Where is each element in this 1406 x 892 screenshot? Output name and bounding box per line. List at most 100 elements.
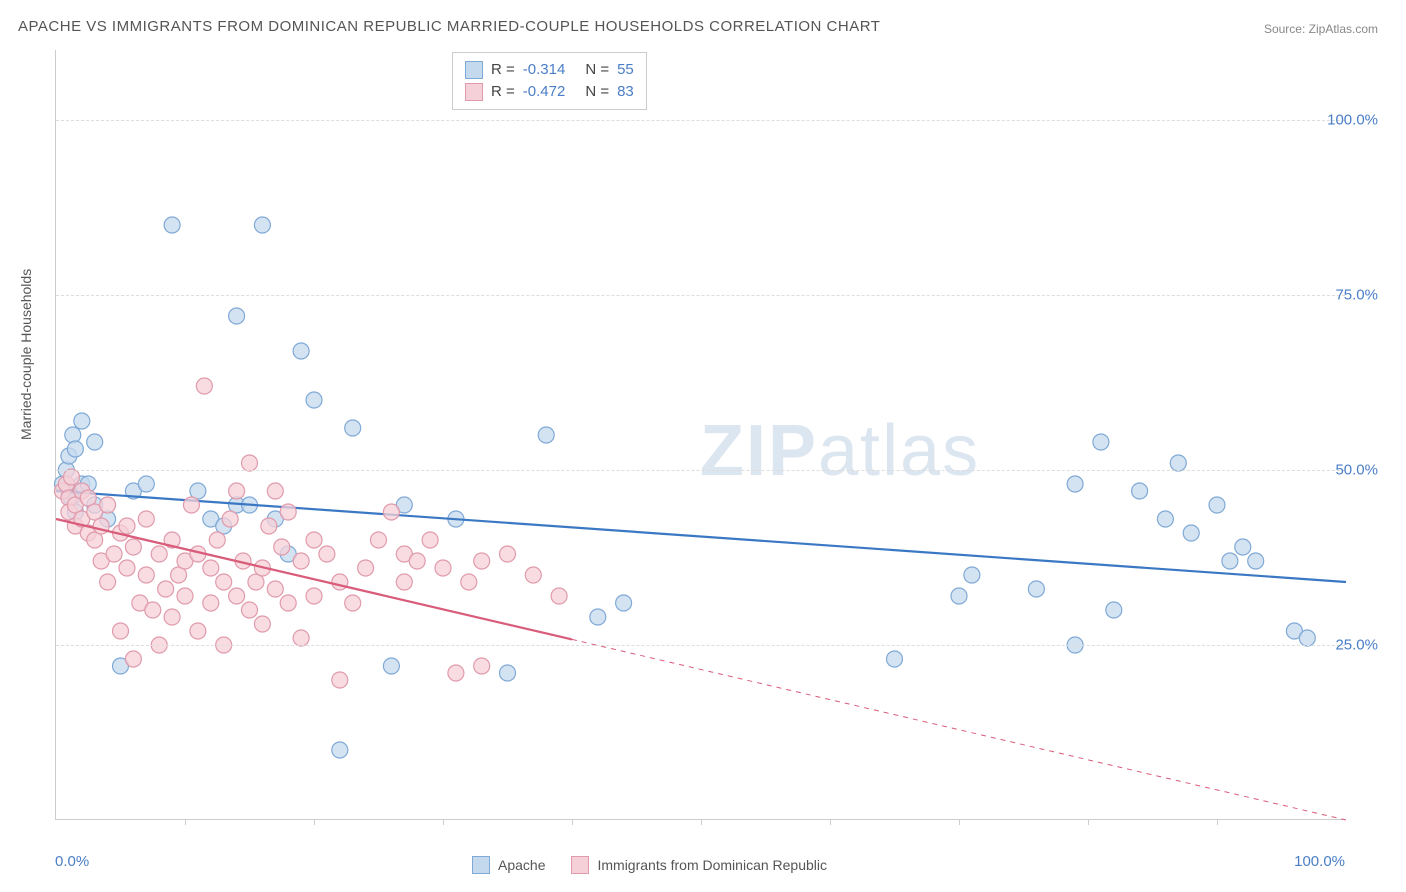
- x-tick: [1217, 819, 1218, 825]
- legend-swatch: [472, 856, 490, 874]
- data-point: [422, 532, 438, 548]
- gridline: [56, 120, 1345, 121]
- data-point: [177, 588, 193, 604]
- data-point: [293, 343, 309, 359]
- data-point: [474, 658, 490, 674]
- stat-r-value: -0.472: [523, 81, 566, 103]
- data-point: [951, 588, 967, 604]
- data-point: [383, 658, 399, 674]
- data-point: [1067, 476, 1083, 492]
- data-point: [525, 567, 541, 583]
- data-point: [551, 588, 567, 604]
- data-point: [306, 532, 322, 548]
- data-point: [371, 532, 387, 548]
- data-point: [590, 609, 606, 625]
- data-point: [222, 511, 238, 527]
- data-point: [100, 497, 116, 513]
- data-point: [538, 427, 554, 443]
- data-point: [106, 546, 122, 562]
- data-point: [242, 602, 258, 618]
- chart-title: APACHE VS IMMIGRANTS FROM DOMINICAN REPU…: [18, 18, 880, 35]
- data-point: [500, 665, 516, 681]
- legend-stats-row: R =-0.472N =83: [465, 81, 634, 103]
- data-point: [125, 651, 141, 667]
- x-tick: [701, 819, 702, 825]
- data-point: [461, 574, 477, 590]
- trend-line: [56, 491, 1346, 582]
- data-point: [319, 546, 335, 562]
- data-point: [1093, 434, 1109, 450]
- data-point: [1132, 483, 1148, 499]
- legend-swatch: [571, 856, 589, 874]
- data-point: [254, 217, 270, 233]
- x-tick: [830, 819, 831, 825]
- x-tick: [572, 819, 573, 825]
- data-point: [209, 532, 225, 548]
- data-point: [190, 623, 206, 639]
- data-point: [229, 308, 245, 324]
- legend-bottom: Apache Immigrants from Dominican Republic: [472, 856, 827, 874]
- data-point: [1209, 497, 1225, 513]
- legend-swatch: [465, 83, 483, 101]
- legend-stats-row: R =-0.314N =55: [465, 59, 634, 81]
- data-point: [216, 574, 232, 590]
- data-point: [183, 497, 199, 513]
- data-point: [267, 581, 283, 597]
- data-point: [887, 651, 903, 667]
- data-point: [158, 581, 174, 597]
- chart-source: Source: ZipAtlas.com: [1264, 22, 1378, 36]
- stat-n-label: N =: [585, 81, 609, 103]
- scatter-svg: [56, 50, 1345, 819]
- data-point: [164, 217, 180, 233]
- data-point: [474, 553, 490, 569]
- stat-r-label: R =: [491, 81, 515, 103]
- x-tick-label: 100.0%: [1294, 853, 1345, 870]
- data-point: [358, 560, 374, 576]
- legend-stats-box: R =-0.314N =55R =-0.472N =83: [452, 52, 647, 110]
- data-point: [293, 553, 309, 569]
- data-point: [138, 511, 154, 527]
- data-point: [332, 742, 348, 758]
- plot-area: [55, 50, 1345, 820]
- data-point: [1299, 630, 1315, 646]
- data-point: [306, 588, 322, 604]
- stat-n-label: N =: [585, 59, 609, 81]
- correlation-chart: APACHE VS IMMIGRANTS FROM DOMINICAN REPU…: [0, 0, 1406, 892]
- legend-label: Apache: [498, 857, 545, 873]
- data-point: [267, 483, 283, 499]
- data-point: [229, 483, 245, 499]
- y-tick-label: 100.0%: [1327, 112, 1378, 129]
- legend-item: Immigrants from Dominican Republic: [571, 856, 827, 874]
- data-point: [151, 546, 167, 562]
- data-point: [345, 595, 361, 611]
- data-point: [1028, 581, 1044, 597]
- legend-item: Apache: [472, 856, 545, 874]
- data-point: [65, 427, 81, 443]
- data-point: [1170, 455, 1186, 471]
- data-point: [67, 441, 83, 457]
- data-point: [145, 602, 161, 618]
- data-point: [306, 392, 322, 408]
- data-point: [119, 518, 135, 534]
- data-point: [383, 504, 399, 520]
- data-point: [74, 413, 90, 429]
- data-point: [280, 595, 296, 611]
- data-point: [242, 455, 258, 471]
- data-point: [203, 595, 219, 611]
- data-point: [409, 553, 425, 569]
- data-point: [1157, 511, 1173, 527]
- data-point: [100, 574, 116, 590]
- y-tick-label: 75.0%: [1335, 287, 1378, 304]
- trend-line-extrapolated: [572, 639, 1346, 820]
- data-point: [125, 539, 141, 555]
- x-tick: [959, 819, 960, 825]
- data-point: [229, 588, 245, 604]
- data-point: [293, 630, 309, 646]
- data-point: [203, 560, 219, 576]
- x-tick: [185, 819, 186, 825]
- gridline: [56, 470, 1345, 471]
- y-axis-label: Married-couple Households: [18, 269, 34, 440]
- data-point: [254, 616, 270, 632]
- data-point: [113, 623, 129, 639]
- legend-swatch: [465, 61, 483, 79]
